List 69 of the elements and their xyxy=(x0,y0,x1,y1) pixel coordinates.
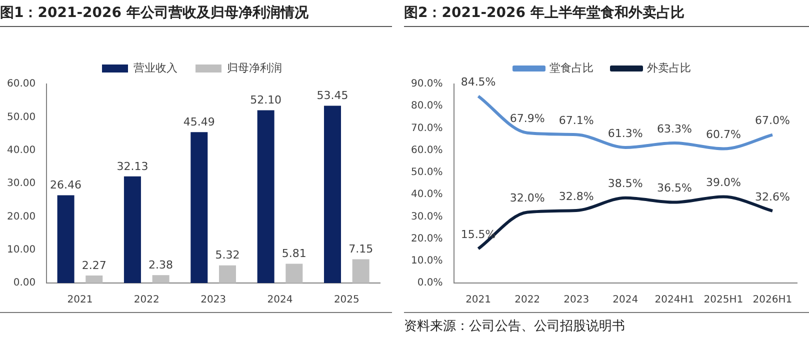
x-tick-label: 2022 xyxy=(134,294,160,306)
bar xyxy=(257,110,274,283)
data-label: 60.7% xyxy=(706,128,741,142)
data-label: 84.5% xyxy=(460,76,496,89)
data-label: 39.0% xyxy=(706,176,741,190)
y-tick-label: 0.0% xyxy=(417,278,443,289)
data-label: 38.5% xyxy=(608,177,643,190)
legend-label: 营业收入 xyxy=(134,61,178,74)
data-label: 2.27 xyxy=(82,258,106,272)
y-tick-label: 0.00 xyxy=(13,278,36,289)
text: 资料来源：公司公告、公司招股说明书 xyxy=(404,318,626,335)
data-label: 32.8% xyxy=(558,190,594,203)
data-label: 5.32 xyxy=(215,248,240,262)
y-tick-label: 80.0% xyxy=(410,100,443,112)
data-label: 67.0% xyxy=(755,114,790,128)
bar xyxy=(286,264,303,283)
x-tick-label: 2022 xyxy=(514,294,540,306)
y-tick-label: 30.0% xyxy=(410,211,443,222)
data-label: 67.1% xyxy=(558,114,594,127)
y-tick-label: 60.0% xyxy=(410,144,443,156)
y-tick-label: 50.00 xyxy=(6,112,36,123)
x-tick-label: 2025 xyxy=(334,294,360,306)
data-label: 7.15 xyxy=(348,242,374,256)
y-tick-label: 10.0% xyxy=(410,255,443,266)
data-label: 61.3% xyxy=(608,126,643,140)
x-tick-label: 2024 xyxy=(267,294,293,306)
bar xyxy=(86,275,103,283)
data-label: 32.0% xyxy=(510,192,545,205)
data-label: 67.9% xyxy=(510,112,545,126)
data-label: 52.10 xyxy=(250,94,282,107)
chart-title: 图1：2021-2026 年公司营收及归母净利润情况 xyxy=(0,0,392,27)
data-label: 45.49 xyxy=(183,115,215,128)
data-label: 63.3% xyxy=(656,122,692,136)
x-tick-label: 2023 xyxy=(564,294,590,306)
y-tick-label: 20.00 xyxy=(6,211,36,222)
y-tick-label: 90.0% xyxy=(410,78,443,90)
bar xyxy=(124,176,141,283)
data-label: 53.45 xyxy=(316,89,348,102)
data-label: 36.5% xyxy=(656,182,692,195)
x-tick-label: 2023 xyxy=(200,294,226,306)
bar xyxy=(152,275,170,283)
bar xyxy=(218,265,236,283)
bar xyxy=(352,259,370,283)
data-label: 2.38 xyxy=(148,258,174,272)
x-tick-label: 2025H1 xyxy=(704,294,744,306)
x-tick-label: 2021 xyxy=(466,294,492,306)
y-tick-label: 60.00 xyxy=(6,78,36,90)
y-tick-label: 20.0% xyxy=(410,233,443,244)
bar xyxy=(190,132,208,283)
legend-label: 外卖占比 xyxy=(647,61,691,74)
x-tick-label: 2024 xyxy=(612,294,638,306)
chart-title: 图2：2021-2026 年上半年堂食和外卖占比 xyxy=(404,0,809,27)
bar xyxy=(57,195,74,283)
data-label: 32.6% xyxy=(755,190,790,204)
data-label: 5.81 xyxy=(282,247,306,260)
y-tick-label: 30.00 xyxy=(6,178,36,190)
y-tick-label: 70.0% xyxy=(410,122,443,134)
y-tick-label: 10.00 xyxy=(6,244,36,256)
data-label: 26.46 xyxy=(50,178,82,192)
y-tick-label: 40.0% xyxy=(410,189,443,200)
y-tick-label: 40.00 xyxy=(6,144,36,156)
data-label: 32.13 xyxy=(116,160,148,173)
legend-label: 归母净利润 xyxy=(227,61,282,74)
x-tick-label: 2021 xyxy=(67,294,93,306)
y-tick-label: 50.0% xyxy=(410,167,443,178)
x-tick-label: 2024H1 xyxy=(654,294,694,306)
legend-label: 堂食占比 xyxy=(550,61,594,74)
bar xyxy=(324,106,341,283)
x-tick-label: 2026H1 xyxy=(752,294,792,306)
